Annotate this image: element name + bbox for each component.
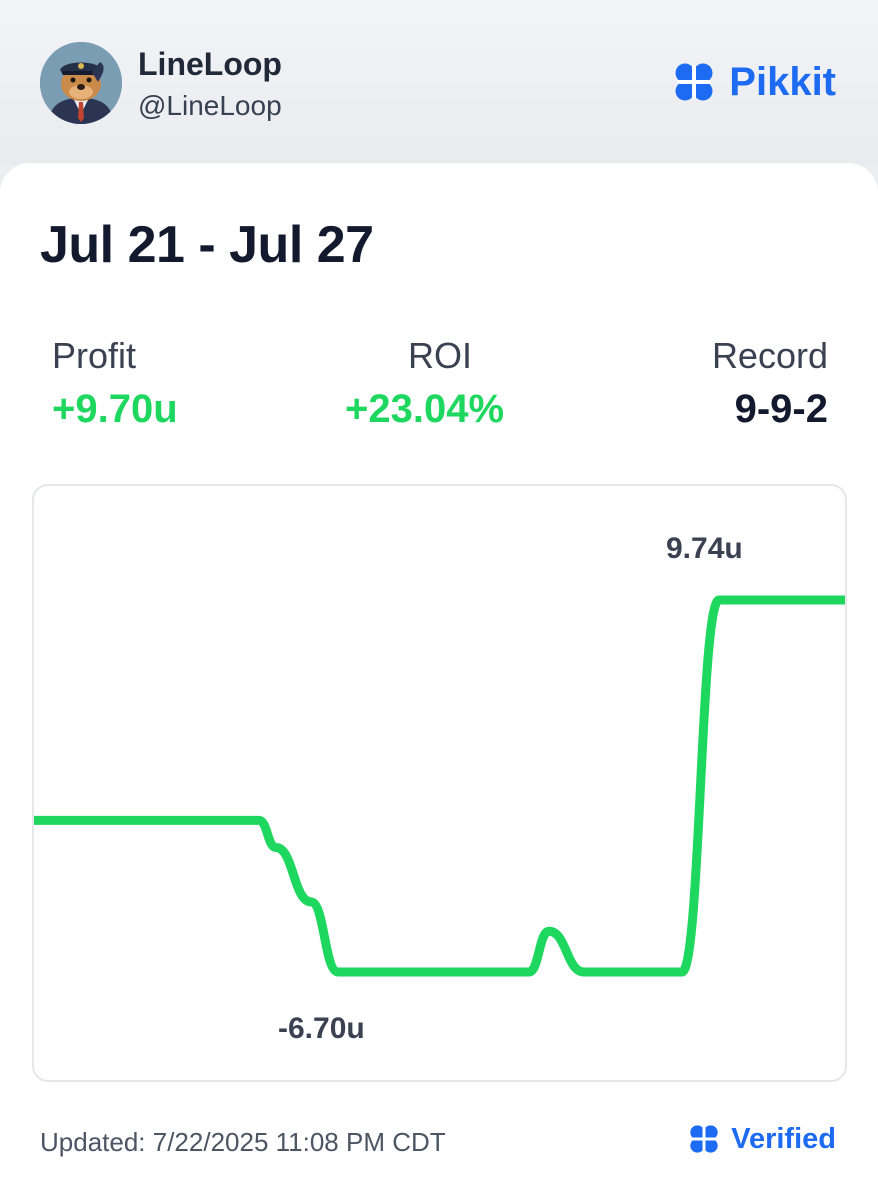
profit-line-chart: 9.74u -6.70u	[34, 532, 845, 1045]
display-name[interactable]: LineLoop	[138, 46, 282, 82]
bulldog-avatar-icon	[40, 42, 122, 124]
profit-label: Profit	[52, 335, 137, 376]
roi-value: +23.04%	[345, 387, 505, 431]
date-range-title: Jul 21 - Jul 27	[40, 216, 374, 274]
clover-icon	[675, 63, 713, 101]
profile-header: LineLoop @LineLoop Pikkit	[0, 0, 878, 165]
updated-timestamp: Updated: 7/22/2025 11:08 PM CDT	[40, 1127, 446, 1157]
record-label: Record	[711, 335, 828, 376]
brand-name: Pikkit	[729, 59, 836, 104]
record-value: 9-9-2	[734, 387, 828, 431]
profit-value: +9.70u	[52, 387, 178, 431]
weekly-summary-card: Jul 21 - Jul 27 Profit +9.70u ROI +23.04…	[0, 163, 878, 1200]
user-handle[interactable]: @LineLoop	[138, 90, 282, 121]
avatar[interactable]	[40, 42, 122, 124]
max-value-label: 9.74u	[666, 532, 743, 565]
verified-label: Verified	[731, 1122, 836, 1155]
min-value-label: -6.70u	[278, 1012, 365, 1045]
brand-logo[interactable]: Pikkit	[671, 58, 836, 106]
profit-series-line	[34, 595, 845, 977]
clover-icon	[690, 1125, 718, 1153]
profit-chart: 9.74u -6.70u	[32, 484, 847, 1082]
roi-label: ROI	[408, 335, 473, 376]
verified-badge[interactable]: Verified	[687, 1122, 836, 1156]
